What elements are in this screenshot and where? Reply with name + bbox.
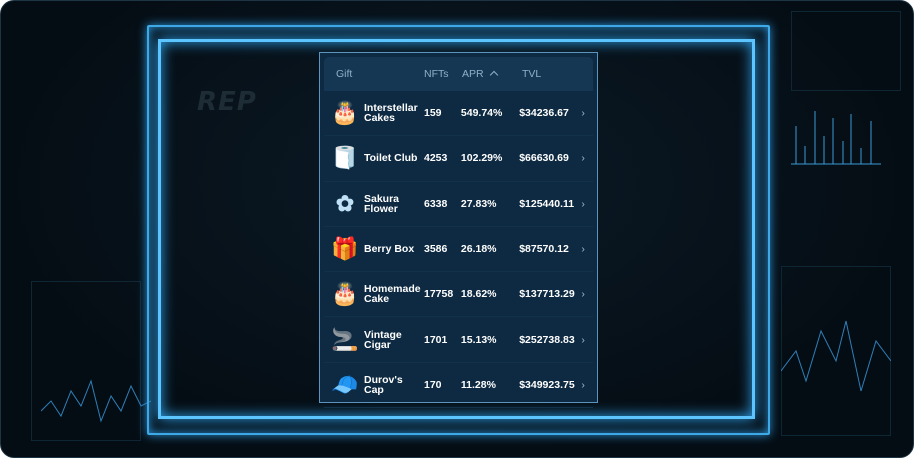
nfts-cell: 4253: [424, 152, 448, 165]
tvl-cell: $66630.69: [519, 152, 569, 165]
chevron-right-icon[interactable]: ›: [581, 197, 585, 210]
nfts-cell: 159: [424, 107, 442, 120]
gift-name: Vintage Cigar: [364, 328, 402, 351]
apr-cell: 26.18%: [460, 243, 497, 256]
tvl-cell: $87570.12: [519, 243, 569, 256]
nfts-cell: 3586: [424, 243, 448, 256]
nfts-cell: 17758: [424, 288, 454, 301]
line-chart-decoration: [781, 320, 891, 392]
nfts-cell: 170: [424, 378, 442, 391]
chevron-right-icon[interactable]: ›: [581, 288, 585, 301]
chart-decoration: [791, 11, 901, 91]
chevron-right-icon[interactable]: ›: [581, 333, 585, 346]
gift-name: Berry Box: [364, 243, 415, 256]
apr-cell: 15.13%: [460, 333, 497, 346]
gift-cell: 🧢 Durov's Cap: [324, 370, 424, 400]
gift-cell: 🎁 Berry Box: [324, 234, 424, 264]
tvl-cell: $349923.75: [519, 378, 575, 391]
apr-cell: 27.83%: [460, 197, 497, 210]
tvl-cell: $125440.11: [519, 197, 575, 210]
cap-icon: 🧢: [331, 371, 359, 397]
gift-cell: 🧻 Toilet Club: [324, 143, 424, 173]
table-row[interactable]: 🎂 Homemade Cake 17758 18.62% $137713.29 ›: [324, 272, 593, 318]
toilet-paper-icon: 🧻: [331, 145, 359, 171]
tvl-cell: $34236.67: [519, 107, 569, 120]
table-row[interactable]: 🧢 Durov's Cap 170 11.28% $349923.75 ›: [324, 363, 593, 409]
table-row[interactable]: 🎁 Berry Box 3586 26.18% $87570.12 ›: [324, 227, 593, 273]
inner-glow-frame: [158, 39, 755, 419]
apr-cell: 102.29%: [460, 152, 503, 165]
spike-chart-decoration: [791, 111, 881, 165]
table-header: Gift NFTs APR TVL: [324, 57, 593, 91]
header-apr[interactable]: APR: [462, 68, 522, 80]
gift-cell: 🚬 Vintage Cigar: [324, 325, 424, 355]
apr-cell: 549.74%: [460, 107, 503, 120]
chevron-right-icon[interactable]: ›: [581, 378, 585, 391]
gift-cell: ✿ Sakura Flower: [324, 189, 424, 219]
header-nfts[interactable]: NFTs: [424, 68, 449, 80]
chart-decoration: [781, 266, 891, 436]
header-apr-label: APR: [462, 68, 484, 80]
table-row[interactable]: 🧻 Toilet Club 4253 102.29% $66630.69 ›: [324, 136, 593, 182]
chart-decoration: [31, 281, 141, 441]
chevron-right-icon[interactable]: ›: [581, 243, 585, 256]
rep-logo: REP: [197, 87, 257, 117]
header-gift[interactable]: Gift: [336, 68, 353, 80]
flower-icon: ✿: [335, 190, 355, 216]
line-chart-decoration: [41, 379, 151, 423]
cake-icon: 🎂: [331, 100, 359, 126]
cake-icon: 🎂: [331, 281, 359, 307]
tvl-cell: $252738.83: [519, 333, 575, 346]
header-tvl[interactable]: TVL: [522, 68, 542, 80]
berry-box-icon: 🎁: [331, 236, 359, 262]
apr-cell: 11.28%: [460, 378, 496, 391]
outer-glow-frame: [147, 25, 770, 435]
table-row[interactable]: 🎂 Interstellar Cakes 159 549.74% $34236.6…: [324, 91, 593, 137]
table-row[interactable]: 🚬 Vintage Cigar 1701 15.13% $252738.83 ›: [324, 317, 593, 363]
gift-cell: 🎂 Homemade Cake: [324, 279, 424, 309]
table-row[interactable]: ✿ Sakura Flower 6338 27.83% $125440.11 ›: [324, 182, 593, 227]
chevron-right-icon[interactable]: ›: [581, 152, 585, 165]
gift-name: Sakura Flower: [364, 192, 400, 215]
nfts-cell: 1701: [424, 333, 448, 346]
nfts-cell: 6338: [424, 197, 448, 210]
gift-name: Interstellar Cakes: [364, 102, 418, 125]
chevron-up-icon: [489, 70, 498, 80]
gift-name: Homemade Cake: [364, 283, 421, 306]
gifts-table: Gift NFTs APR TVL 🎂 Interstellar Cakes 15…: [319, 52, 598, 409]
cigar-icon: 🚬: [331, 326, 359, 352]
tvl-cell: $137713.29: [519, 288, 575, 301]
gift-cell: 🎂 Interstellar Cakes: [324, 98, 424, 128]
gift-name: Toilet Club: [364, 152, 418, 165]
gift-name: Durov's Cap: [364, 373, 403, 396]
chevron-right-icon[interactable]: ›: [581, 107, 585, 120]
apr-cell: 18.62%: [460, 288, 497, 301]
